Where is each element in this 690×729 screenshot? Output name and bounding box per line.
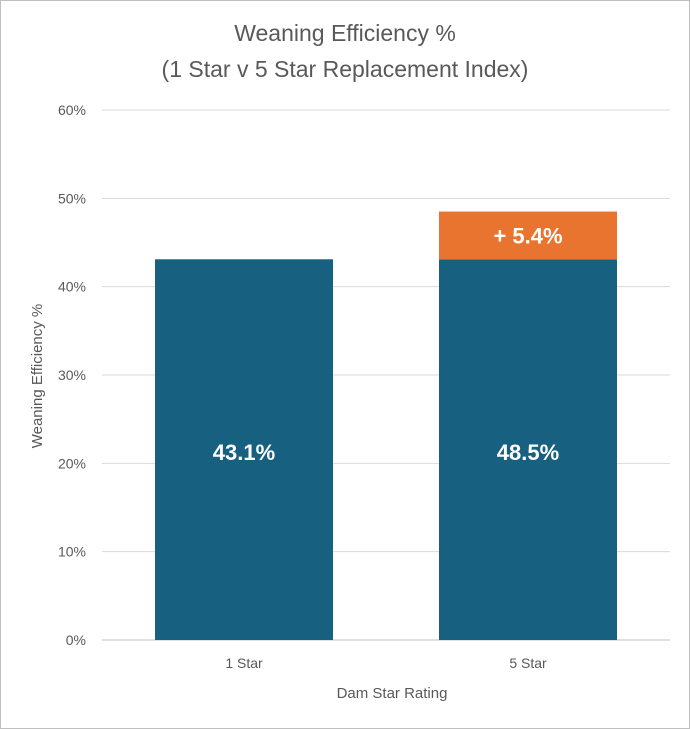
chart-title: Weaning Efficiency %: [234, 20, 456, 46]
total-label: 43.1%: [213, 440, 275, 465]
x-tick-label: 1 Star: [225, 655, 263, 671]
y-tick-label: 40%: [58, 279, 86, 295]
chart-subtitle: (1 Star v 5 Star Replacement Index): [161, 56, 529, 82]
y-tick-label: 20%: [58, 455, 86, 471]
x-axis-label: Dam Star Rating: [337, 685, 448, 702]
bar-base: [439, 259, 617, 640]
x-tick-label: 5 Star: [509, 655, 547, 671]
y-tick-label: 30%: [58, 367, 86, 383]
bar-base: [155, 259, 333, 640]
bar-increment: [439, 211, 617, 260]
y-axis-label: Weaning Efficiency %: [29, 304, 46, 449]
y-tick-label: 10%: [58, 544, 86, 560]
y-tick-label: 60%: [58, 102, 86, 118]
total-label: 48.5%: [497, 440, 559, 465]
increment-label: + 5.4%: [493, 223, 562, 248]
y-tick-label: 50%: [58, 190, 86, 206]
y-tick-label: 0%: [66, 632, 86, 648]
